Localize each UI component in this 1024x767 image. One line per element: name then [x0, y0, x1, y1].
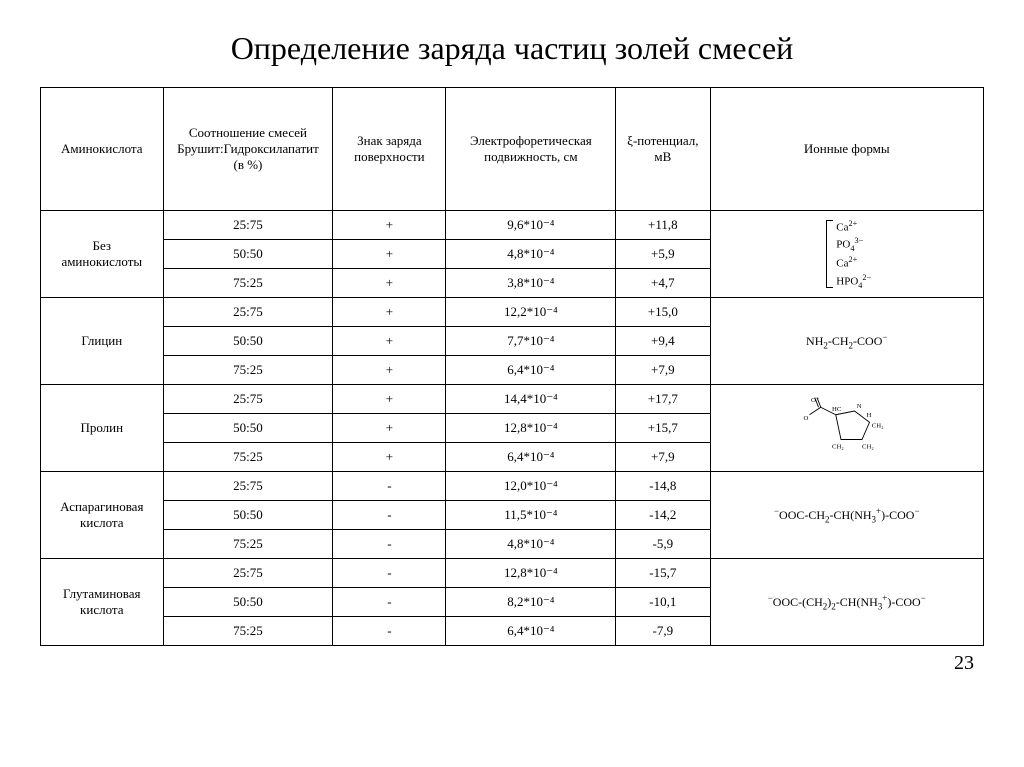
cell-ionic: NH2-CH2-COO− [710, 298, 984, 385]
cell-mobility: 4,8*10⁻⁴ [446, 530, 616, 559]
proline-structure: O O⁻ HC N H CH₂ CH₂ CH₂ [792, 396, 902, 456]
cell-ratio: 75:25 [163, 443, 333, 472]
svg-text:HC: HC [832, 406, 842, 413]
cell-mobility: 14,4*10⁻⁴ [446, 385, 616, 414]
cell-potential: +5,9 [616, 240, 710, 269]
th-potential: ξ-потенциал, мВ [616, 88, 710, 211]
cell-mobility: 6,4*10⁻⁴ [446, 443, 616, 472]
cell-ionic: Ca2+PO43−Ca2+HPO42− [710, 211, 984, 298]
cell-ratio: 25:75 [163, 385, 333, 414]
svg-text:O: O [803, 415, 808, 422]
th-ionic: Ионные формы [710, 88, 984, 211]
cell-mobility: 12,8*10⁻⁴ [446, 414, 616, 443]
page-title: Определение заряда частиц золей смесей [40, 30, 984, 67]
cell-potential: +7,9 [616, 443, 710, 472]
svg-text:H: H [866, 412, 871, 419]
cell-mobility: 8,2*10⁻⁴ [446, 588, 616, 617]
table-row: Безаминокислоты25:75+9,6*10⁻⁴+11,8Ca2+PO… [41, 211, 984, 240]
cell-mobility: 4,8*10⁻⁴ [446, 240, 616, 269]
cell-potential: -5,9 [616, 530, 710, 559]
cell-ionic: O O⁻ HC N H CH₂ CH₂ CH₂ [710, 385, 984, 472]
data-table: Аминокислота Соотношение смесей Брушит:Г… [40, 87, 984, 646]
th-mobility: Электрофоретическая подвижность, см [446, 88, 616, 211]
page-number: 23 [40, 652, 984, 675]
cell-sign: + [333, 414, 446, 443]
table-row: Глутаминоваякислота25:75-12,8*10⁻⁴-15,7−… [41, 559, 984, 588]
cell-sign: - [333, 588, 446, 617]
cell-ratio: 75:25 [163, 617, 333, 646]
cell-ratio: 50:50 [163, 588, 333, 617]
table-row: Глицин25:75+12,2*10⁻⁴+15,0NH2-CH2-COO− [41, 298, 984, 327]
th-amino: Аминокислота [41, 88, 164, 211]
cell-sign: + [333, 298, 446, 327]
cell-ratio: 50:50 [163, 327, 333, 356]
cell-potential: +17,7 [616, 385, 710, 414]
cell-potential: -7,9 [616, 617, 710, 646]
cell-sign: + [333, 385, 446, 414]
cell-sign: + [333, 240, 446, 269]
cell-amino: Аспарагиноваякислота [41, 472, 164, 559]
cell-potential: +4,7 [616, 269, 710, 298]
cell-sign: - [333, 559, 446, 588]
cell-amino: Безаминокислоты [41, 211, 164, 298]
cell-sign: + [333, 356, 446, 385]
cell-ratio: 25:75 [163, 472, 333, 501]
cell-ratio: 25:75 [163, 559, 333, 588]
cell-ionic: −OOC-CH2-CH(NH3+)-COO− [710, 472, 984, 559]
cell-sign: - [333, 501, 446, 530]
th-ratio: Соотношение смесей Брушит:Гидроксилапати… [163, 88, 333, 211]
cell-potential: -15,7 [616, 559, 710, 588]
cell-amino: Глицин [41, 298, 164, 385]
table-row: Пролин25:75+14,4*10⁻⁴+17,7 O O⁻ HC N H C… [41, 385, 984, 414]
table-row: Аспарагиноваякислота25:75-12,0*10⁻⁴-14,8… [41, 472, 984, 501]
cell-potential: +15,0 [616, 298, 710, 327]
cell-amino: Глутаминоваякислота [41, 559, 164, 646]
cell-mobility: 7,7*10⁻⁴ [446, 327, 616, 356]
cell-ionic: −OOC-(CH2)2-CH(NH3+)-COO− [710, 559, 984, 646]
cell-ratio: 75:25 [163, 356, 333, 385]
svg-text:CH₂: CH₂ [832, 444, 844, 451]
cell-sign: + [333, 211, 446, 240]
cell-potential: -14,2 [616, 501, 710, 530]
cell-sign: + [333, 327, 446, 356]
cell-ratio: 25:75 [163, 211, 333, 240]
cell-mobility: 11,5*10⁻⁴ [446, 501, 616, 530]
cell-sign: + [333, 269, 446, 298]
cell-sign: - [333, 530, 446, 559]
cell-sign: - [333, 617, 446, 646]
cell-ratio: 50:50 [163, 240, 333, 269]
cell-ratio: 50:50 [163, 501, 333, 530]
cell-mobility: 12,2*10⁻⁴ [446, 298, 616, 327]
cell-ratio: 50:50 [163, 414, 333, 443]
cell-sign: - [333, 472, 446, 501]
cell-ratio: 75:25 [163, 530, 333, 559]
svg-text:CH₂: CH₂ [862, 444, 874, 451]
cell-potential: +15,7 [616, 414, 710, 443]
cell-mobility: 12,0*10⁻⁴ [446, 472, 616, 501]
cell-sign: + [333, 443, 446, 472]
cell-mobility: 6,4*10⁻⁴ [446, 617, 616, 646]
cell-potential: +9,4 [616, 327, 710, 356]
cell-mobility: 9,6*10⁻⁴ [446, 211, 616, 240]
cell-mobility: 3,8*10⁻⁴ [446, 269, 616, 298]
cell-amino: Пролин [41, 385, 164, 472]
cell-mobility: 6,4*10⁻⁴ [446, 356, 616, 385]
cell-potential: +11,8 [616, 211, 710, 240]
header-row: Аминокислота Соотношение смесей Брушит:Г… [41, 88, 984, 211]
svg-text:CH₂: CH₂ [872, 423, 884, 430]
cell-potential: -14,8 [616, 472, 710, 501]
svg-text:O⁻: O⁻ [811, 397, 820, 404]
cell-mobility: 12,8*10⁻⁴ [446, 559, 616, 588]
cell-potential: -10,1 [616, 588, 710, 617]
cell-ratio: 25:75 [163, 298, 333, 327]
th-sign: Знак заряда поверхности [333, 88, 446, 211]
svg-text:N: N [857, 403, 862, 410]
cell-potential: +7,9 [616, 356, 710, 385]
cell-ratio: 75:25 [163, 269, 333, 298]
